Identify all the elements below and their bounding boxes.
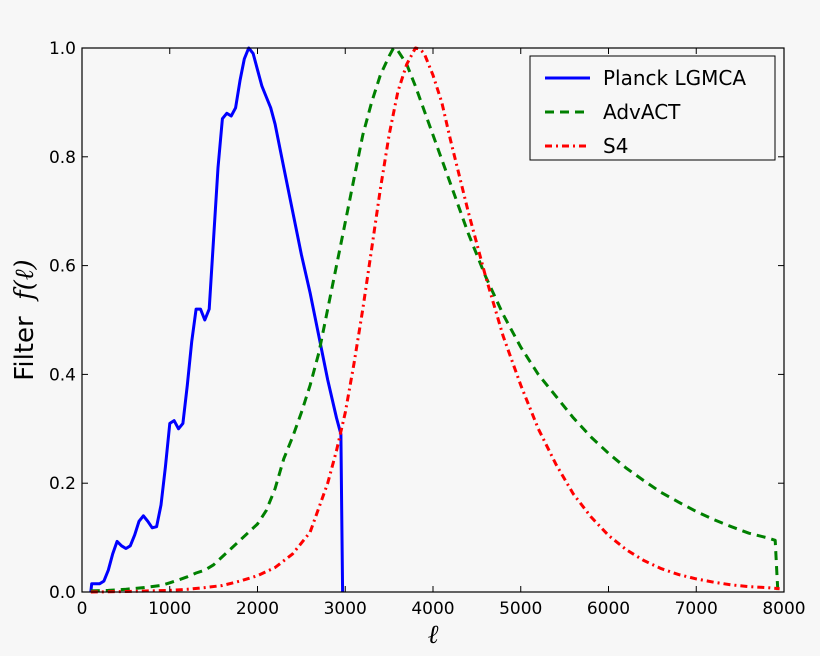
x-tick-label: 1000	[148, 599, 191, 619]
ticks-layer: 0 1000 2000 3000 4000 5000 6000 7000 8000 0.0 0.2 0…	[49, 39, 806, 619]
x-tick-label: 0	[77, 599, 88, 619]
x-axis-label: ℓ	[428, 620, 439, 650]
x-tick-label: 3000	[324, 599, 367, 619]
y-tick-label: 0.8	[49, 148, 76, 168]
series-line-1	[90, 46, 780, 593]
legend-label-2: S4	[603, 134, 628, 158]
legend: Planck LGMCA AdvACT S4	[529, 55, 776, 161]
y-tick-label: 0.4	[49, 365, 76, 385]
svg-text:Filter f(ℓ): Filter f(ℓ)	[10, 259, 40, 380]
x-tick-label: 8000	[762, 599, 805, 619]
legend-label-1: AdvACT	[603, 100, 681, 124]
y-axis-label: Filter	[10, 316, 40, 381]
series-line-0	[89, 46, 345, 593]
legend-label-0: Planck LGMCA	[603, 66, 746, 90]
y-tick-label: 0.6	[49, 257, 76, 277]
y-tick-label: 1.0	[49, 39, 76, 59]
y-tick-label: 0.2	[49, 474, 76, 494]
x-tick-label: 4000	[411, 599, 454, 619]
legend-items: Planck LGMCA AdvACT S4	[545, 66, 746, 158]
x-tick-label: 5000	[499, 599, 542, 619]
x-tick-label: 7000	[675, 599, 718, 619]
y-tick-label: 0.0	[49, 583, 76, 603]
y-axis-label-group: Filter f(ℓ)	[10, 259, 40, 380]
legend-box	[529, 55, 776, 161]
series-layer	[89, 46, 780, 594]
x-tick-label: 6000	[587, 599, 630, 619]
series-line-2	[90, 46, 780, 594]
y-axis-label-math: f(ℓ)	[10, 259, 40, 302]
x-tick-label: 2000	[236, 599, 279, 619]
